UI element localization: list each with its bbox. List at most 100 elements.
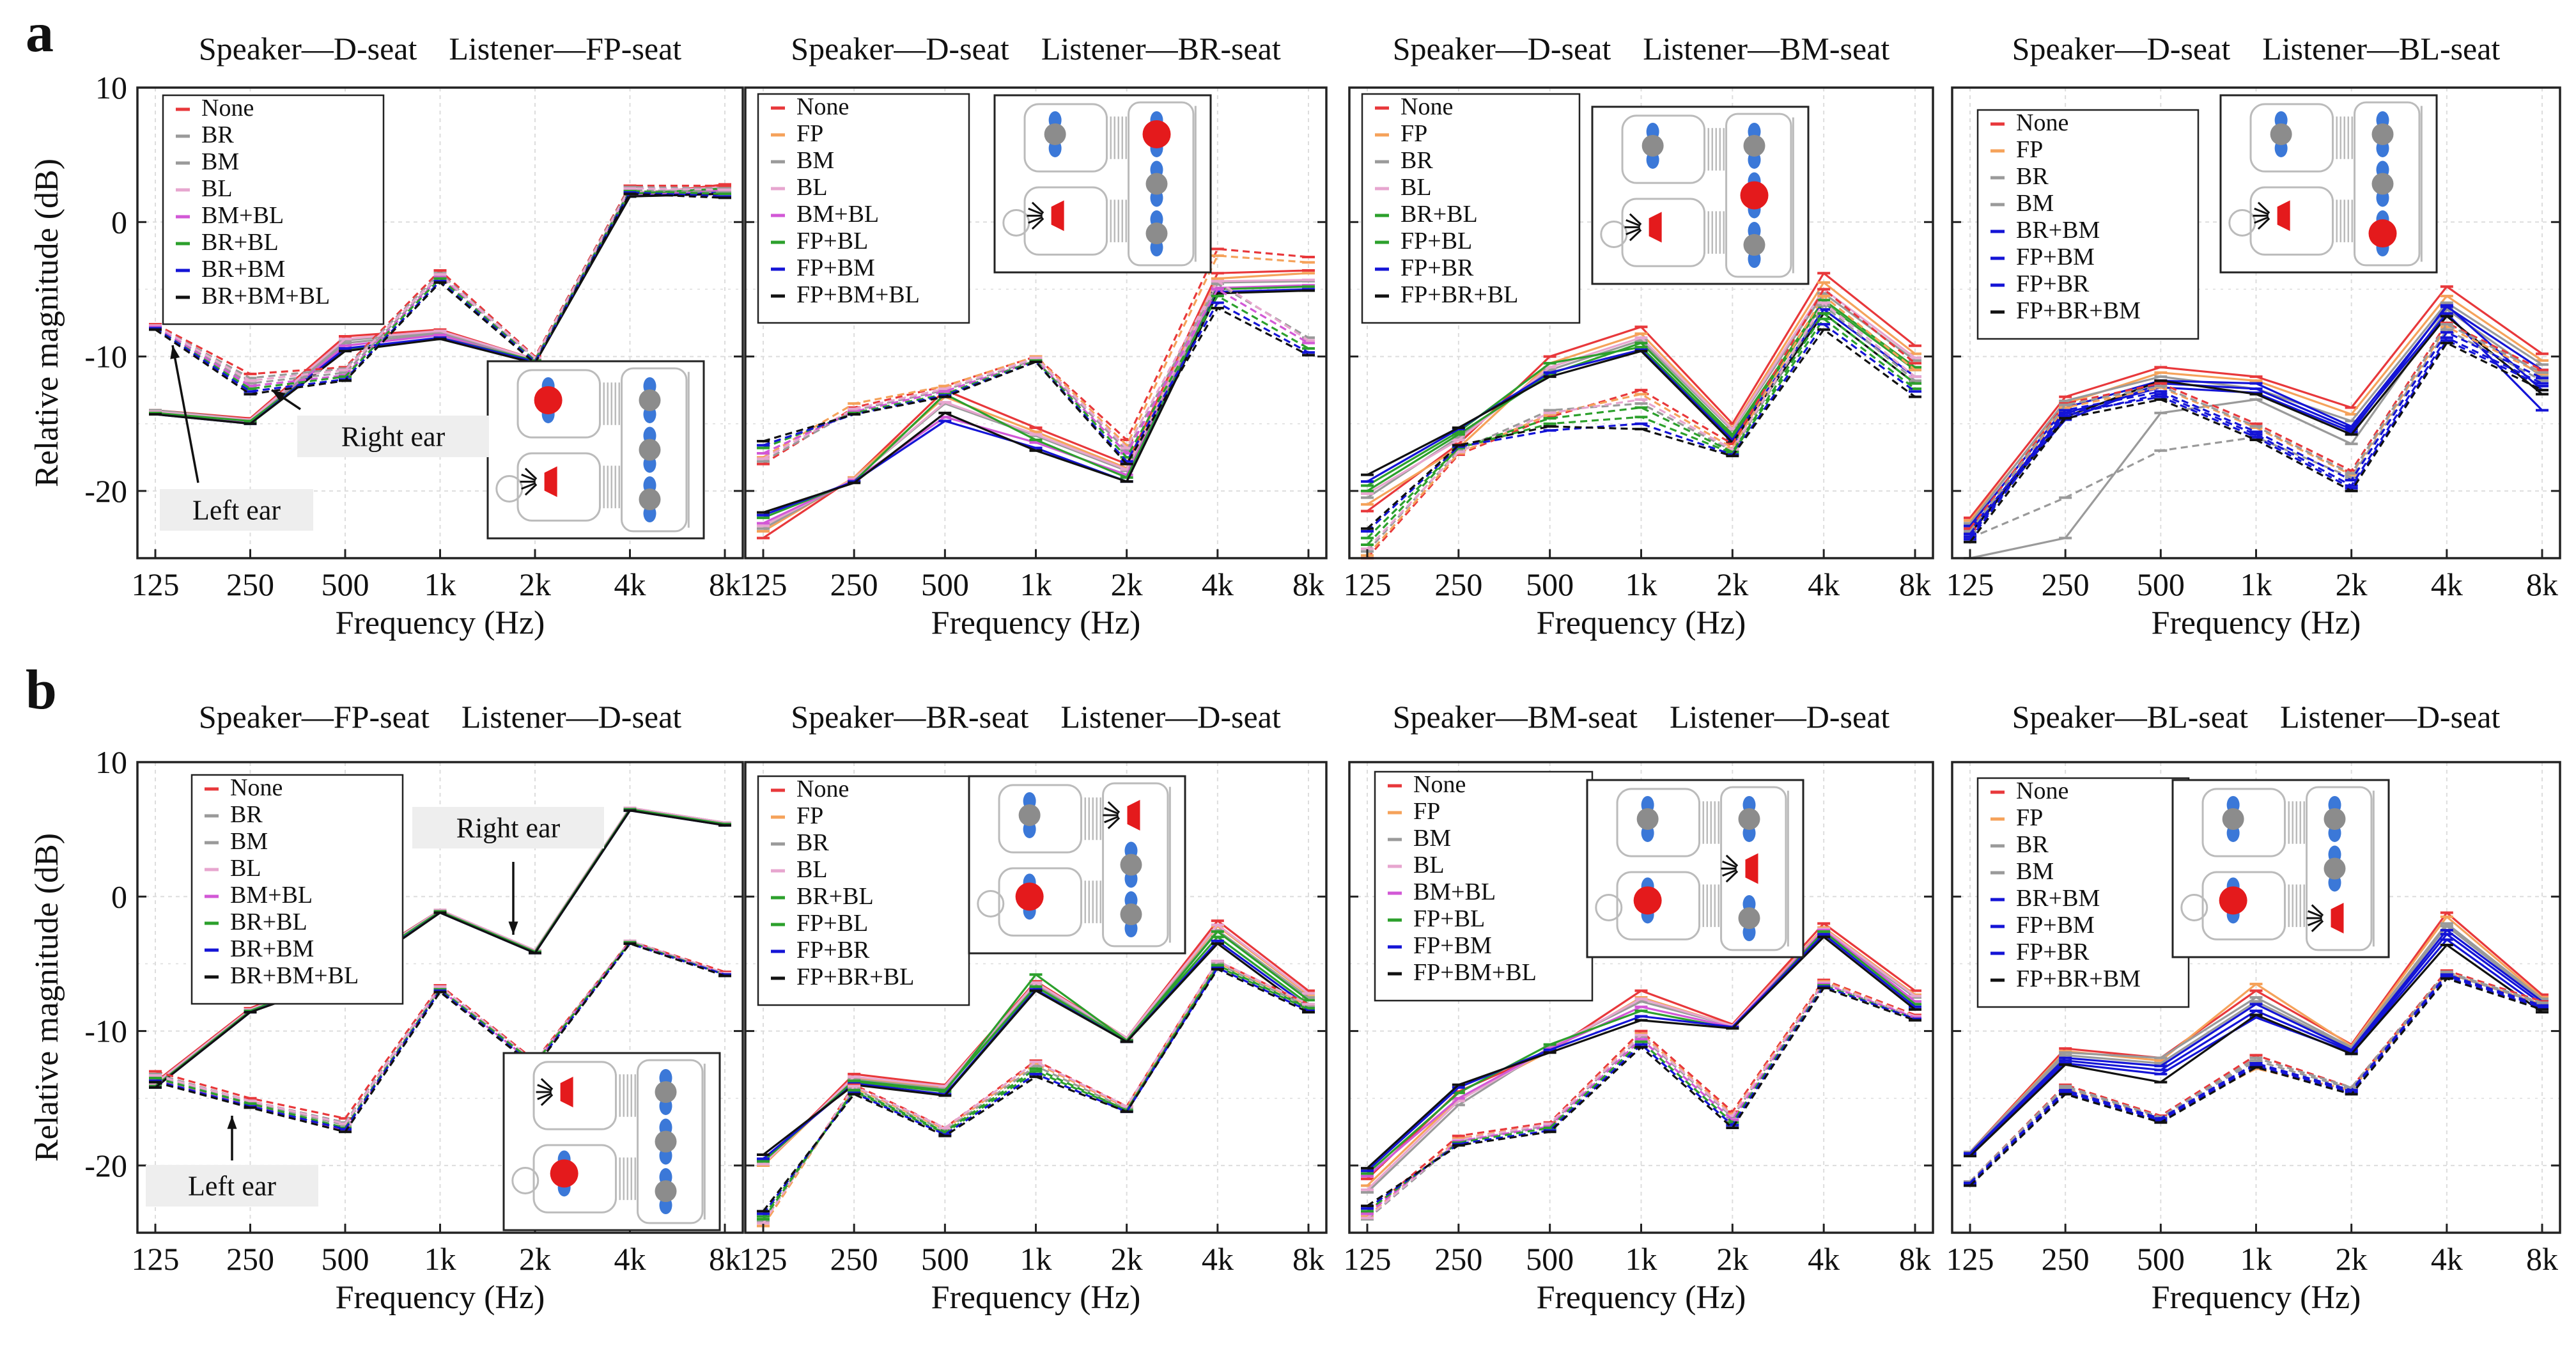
occupant-head-icon — [2371, 123, 2394, 145]
legend-label: FP+BR — [1401, 254, 1474, 281]
rear-bench-outline — [1128, 101, 1195, 267]
annotation-right-ear-b: Right ear — [412, 807, 604, 848]
legend-label: BR — [1401, 147, 1433, 174]
x-tick-label: 125 — [1946, 1241, 1994, 1277]
annotation-right-ear-a: Right ear — [297, 416, 489, 457]
legend-label: BL — [201, 175, 233, 202]
legend-label: BL — [1401, 174, 1432, 201]
title-listener-seat: D-seat — [598, 699, 682, 735]
diagram-frame — [993, 94, 1212, 274]
x-tick-label: 125 — [740, 566, 788, 602]
diagram-frame — [2171, 779, 2390, 958]
legend-label: BL — [796, 174, 828, 201]
title-listener-seat: FP-seat — [586, 31, 681, 66]
subplot-title: Speaker—D-seat Listener—BR-seat — [791, 31, 1281, 66]
occupant-head-icon — [2222, 808, 2244, 830]
legend-label: FP — [1401, 120, 1427, 147]
sound-wave-icon — [2311, 904, 2324, 917]
diagram-frame — [1586, 779, 1804, 958]
x-tick-label: 500 — [2137, 1241, 2185, 1277]
annotation-left-ear-a: Left ear — [160, 489, 313, 531]
seating-diagram — [1586, 779, 1804, 958]
annotation-box — [146, 1165, 318, 1207]
x-tick-label: 2k — [1111, 1241, 1143, 1277]
title-separator: — — [893, 699, 926, 735]
legend-label: BL — [1413, 852, 1445, 879]
occupant-head-icon — [1145, 173, 1168, 195]
sound-source-icon — [2277, 200, 2290, 231]
x-tick-label: 500 — [1526, 566, 1574, 602]
sound-wave-icon — [537, 1084, 552, 1092]
x-tick-label: 250 — [830, 1241, 878, 1277]
y-tick-label: -10 — [84, 339, 127, 375]
x-tick-label: 1k — [1626, 1241, 1657, 1277]
arrow-right-ear-a-head — [272, 390, 286, 402]
subplot-title: Speaker—BL-seat Listener—D-seat — [2012, 699, 2501, 735]
annotation-text: Left ear — [192, 495, 281, 526]
steering-wheel-icon — [1595, 893, 1623, 921]
legend-label: FP+BM — [796, 254, 875, 281]
title-separator: — — [2384, 699, 2417, 735]
legend-label: BM — [201, 148, 239, 175]
occupant-head-icon — [1018, 804, 1041, 826]
title-listener-seat: D-seat — [2417, 699, 2501, 735]
x-tick-label: 8k — [709, 566, 741, 602]
y-tick-label: -10 — [84, 1013, 127, 1049]
title-listener-label: Listener — [2262, 31, 2367, 66]
title-separator — [2230, 31, 2262, 66]
x-axis-title: Frequency (Hz) — [931, 605, 1141, 641]
sound-wave-icon — [540, 1078, 554, 1090]
x-tick-label: 8k — [2526, 1241, 2558, 1277]
legend-label: BR — [2016, 831, 2049, 858]
title-separator — [2248, 699, 2280, 735]
x-tick-label: 1k — [2240, 1241, 2272, 1277]
legend-label: FP+BR+BL — [1401, 281, 1518, 308]
title-separator: — — [1747, 31, 1780, 66]
sound-wave-icon — [1028, 207, 1043, 215]
legend-label: FP+BM — [1413, 932, 1492, 959]
legend-label: FP+BL — [1401, 228, 1472, 254]
subplot-title: Speaker—BR-seat Listener—D-seat — [791, 699, 1281, 735]
x-tick-label: 250 — [2042, 1241, 2090, 1277]
legend-label: BM — [2016, 190, 2054, 217]
y-tick-label: 10 — [95, 70, 127, 105]
seating-diagram — [2219, 94, 2438, 274]
legend-label: FP — [2016, 136, 2043, 163]
y-tick-label: 10 — [95, 744, 127, 780]
legend-label: FP+BM+BL — [1413, 959, 1537, 986]
annotation-box — [160, 489, 313, 531]
legend-label: FP+BR+BM — [2016, 297, 2141, 324]
sound-wave-icon — [1028, 216, 1043, 224]
x-tick-label: 2k — [519, 566, 551, 602]
listener-head-icon — [2368, 219, 2397, 248]
x-tick-label: 4k — [1202, 566, 1234, 602]
x-tick-label: 500 — [322, 566, 369, 602]
annotation-box — [412, 807, 604, 848]
title-speaker-label: Speaker — [791, 31, 894, 66]
sound-wave-icon — [537, 1092, 552, 1100]
title-listener-label: Listener — [1041, 31, 1146, 66]
legend-box — [1361, 93, 1581, 324]
listener-head-icon — [1142, 120, 1171, 148]
title-speaker-seat: BR-seat — [926, 699, 1028, 735]
legend-label: BL — [796, 856, 828, 883]
legend-box — [1374, 770, 1594, 1002]
title-speaker-label: Speaker — [2012, 699, 2115, 735]
sound-source-icon — [2331, 903, 2344, 934]
sound-wave-icon — [1031, 217, 1044, 230]
sound-wave-icon — [1031, 201, 1044, 214]
x-tick-label: 8k — [1899, 566, 1931, 602]
legend-label: FP — [1413, 798, 1440, 825]
x-tick-label: 4k — [1202, 1241, 1234, 1277]
steering-wheel-icon — [2180, 893, 2208, 921]
legend-label: FP+BR+BM — [2016, 965, 2141, 992]
sound-wave-icon — [1725, 854, 1739, 867]
sound-wave-icon — [2254, 216, 2269, 224]
seating-diagram — [1591, 105, 1810, 285]
sound-wave-icon — [1626, 219, 1641, 227]
